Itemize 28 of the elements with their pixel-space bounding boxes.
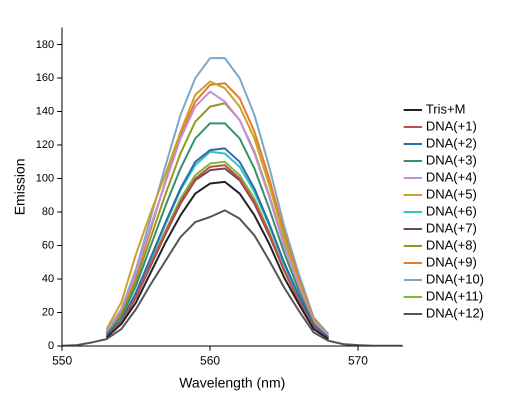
y-tick-label: 160	[36, 72, 54, 84]
legend-label: DNA(+8)	[426, 238, 477, 253]
legend-label: DNA(+5)	[426, 186, 477, 202]
x-axis-title: Wavelength (nm)	[179, 374, 286, 390]
legend-label: DNA(+6)	[426, 204, 477, 219]
y-tick-label: 20	[42, 306, 54, 318]
legend-label: DNA(+4)	[426, 170, 477, 185]
y-tick-label: 100	[36, 172, 54, 185]
y-axis-title: Emission	[11, 158, 28, 216]
legend-label: Tris+M	[426, 102, 466, 117]
x-tick-label: 550	[52, 353, 72, 368]
legend-label: DNA(+1)	[426, 118, 477, 134]
legend-label: DNA(+3)	[426, 152, 477, 168]
legend-label: DNA(+2)	[426, 136, 477, 151]
y-tick-label: 80	[42, 206, 54, 218]
legend-label: DNA(+11)	[426, 288, 484, 304]
legend-label: DNA(+12)	[426, 306, 484, 321]
x-tick-label: 570	[348, 353, 368, 368]
legend-label: DNA(+10)	[426, 272, 484, 287]
y-tick-label: 60	[42, 239, 54, 252]
legend-label: DNA(+7)	[426, 220, 477, 236]
y-tick-label: 0	[48, 340, 54, 352]
y-tick-label: 120	[36, 139, 54, 152]
y-tick-label: 180	[36, 38, 54, 51]
y-tick-label: 140	[36, 106, 54, 118]
y-tick-label: 40	[42, 272, 54, 285]
x-tick-label: 560	[200, 353, 220, 368]
legend-label: DNA(+9)	[426, 254, 477, 270]
